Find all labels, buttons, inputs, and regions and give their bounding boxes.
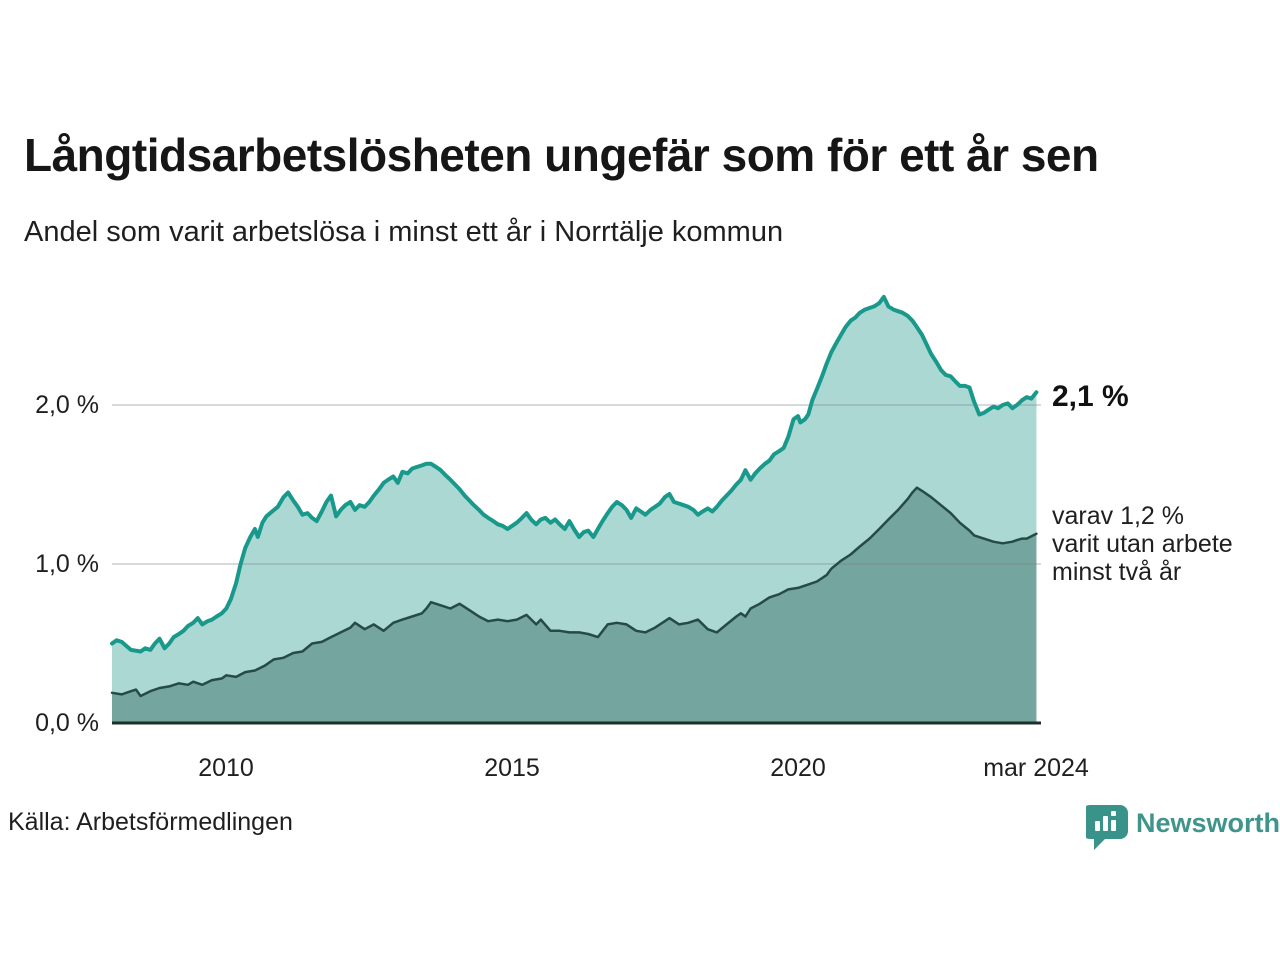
y-axis-tick-2: 2,0 % <box>35 391 99 419</box>
x-axis-tick-2010: 2010 <box>198 754 254 782</box>
series-0-line <box>110 294 1039 654</box>
series-end-value-label: 2,1 % <box>1052 380 1129 413</box>
newsworthy-icon <box>1086 805 1128 850</box>
secondary-series-annotation: varav 1,2 % varit utan arbete minst två … <box>1052 502 1233 586</box>
x-axis-tick-2015: 2015 <box>484 754 540 782</box>
brand-name: Newsworthy <box>1136 808 1280 838</box>
series-1-area <box>112 487 1037 723</box>
chart-subtitle: Andel som varit arbetslösa i minst ett å… <box>24 216 784 248</box>
y-axis-tick-0: 0,0 % <box>35 709 99 737</box>
page-title: Långtidsarbetslösheten ungefär som för e… <box>24 129 1099 181</box>
annotation-line-1: varav 1,2 % <box>1052 502 1185 530</box>
x-axis-tick-mar-2024: mar 2024 <box>983 754 1089 782</box>
series-1-line <box>110 486 1038 698</box>
annotation-line-2: varit utan arbete <box>1052 530 1233 558</box>
source-attribution: Källa: Arbetsförmedlingen <box>8 808 293 836</box>
brand-logo: Newsworthy <box>1086 804 1280 852</box>
annotation-line-3: minst två år <box>1052 558 1182 586</box>
y-axis-tick-1: 1,0 % <box>35 550 99 578</box>
x-axis-tick-2020: 2020 <box>770 754 826 782</box>
